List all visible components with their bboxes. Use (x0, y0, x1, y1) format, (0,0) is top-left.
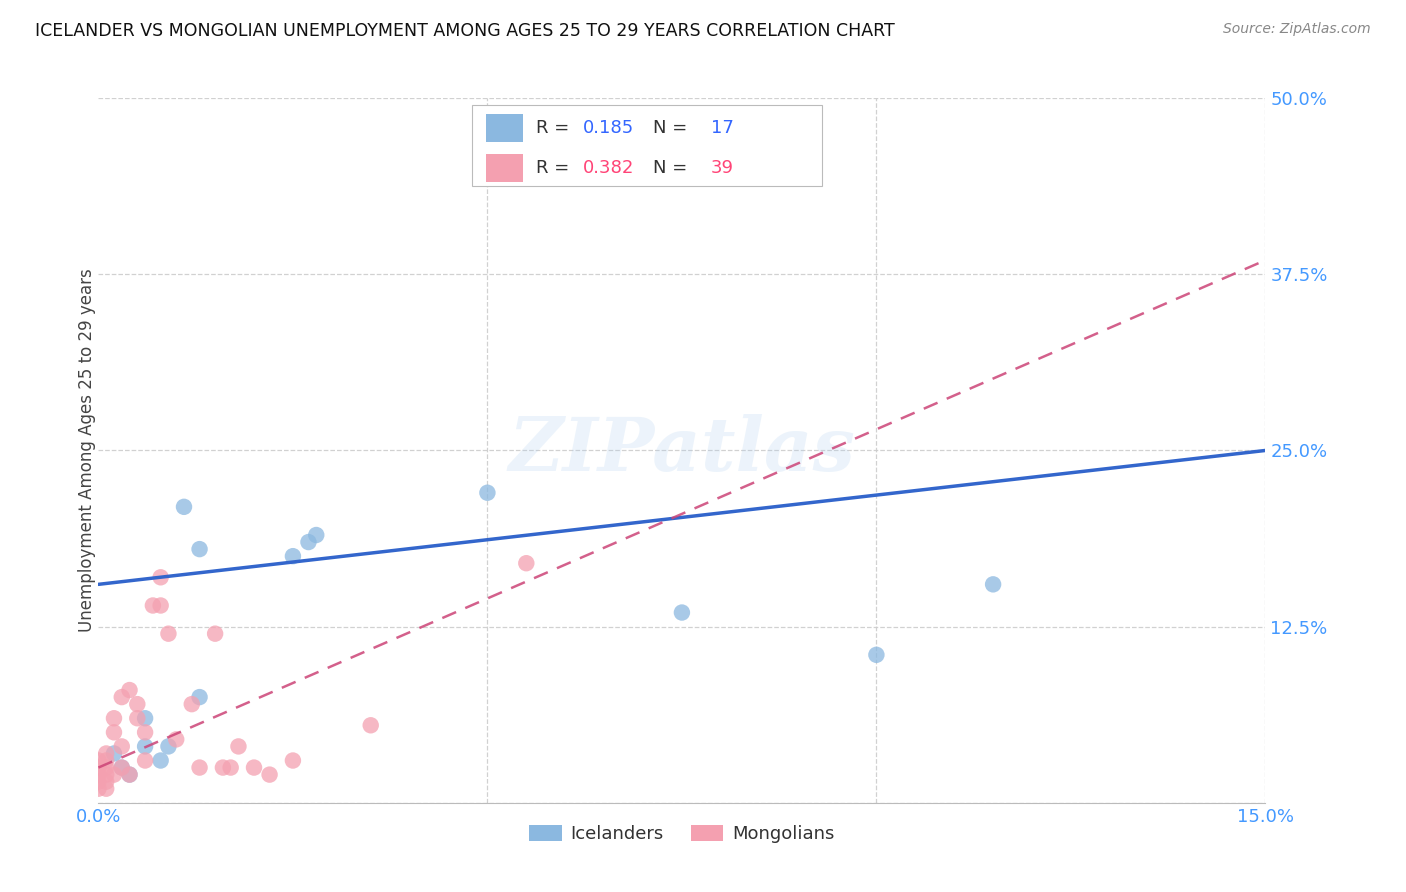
Text: 17: 17 (711, 119, 734, 136)
Point (173, 500, 195, 514)
Text: 0.382: 0.382 (582, 160, 634, 178)
Text: R =: R = (536, 119, 575, 136)
Point (127, 697, 149, 711)
Point (360, 718, 382, 732)
Point (142, 599, 165, 613)
Point (149, 570, 172, 584)
Point (165, 732, 187, 747)
Text: Source: ZipAtlas.com: Source: ZipAtlas.com (1223, 22, 1371, 37)
Point (103, 725, 125, 739)
Point (157, 739, 180, 754)
Point (103, 747, 125, 761)
Point (515, 556, 537, 570)
Point (87, 760, 110, 774)
Point (134, 725, 156, 739)
Point (96, 774, 118, 789)
Text: N =: N = (652, 160, 693, 178)
Point (87, 774, 110, 789)
Point (149, 599, 172, 613)
FancyBboxPatch shape (472, 105, 823, 186)
FancyBboxPatch shape (486, 114, 523, 142)
Point (96, 747, 118, 761)
Point (118, 683, 141, 698)
Point (297, 535, 319, 549)
Point (111, 690, 134, 705)
Point (111, 739, 134, 754)
Point (219, 760, 242, 774)
Point (865, 648, 887, 662)
Point (134, 739, 156, 754)
Point (87, 781, 110, 796)
Point (259, 767, 281, 781)
Point (281, 549, 304, 564)
Text: N =: N = (652, 119, 693, 136)
Text: 0.185: 0.185 (582, 119, 634, 136)
Point (96, 781, 118, 796)
Point (281, 754, 304, 768)
Point (118, 767, 141, 781)
Point (96, 754, 118, 768)
Point (111, 760, 134, 774)
Text: ZIPatlas: ZIPatlas (509, 414, 855, 487)
Point (134, 754, 156, 768)
Text: 39: 39 (711, 160, 734, 178)
Point (103, 767, 125, 781)
Point (96, 760, 118, 774)
Text: R =: R = (536, 160, 575, 178)
Point (204, 626, 226, 640)
Text: ICELANDER VS MONGOLIAN UNEMPLOYMENT AMONG AGES 25 TO 29 YEARS CORRELATION CHART: ICELANDER VS MONGOLIAN UNEMPLOYMENT AMON… (35, 22, 894, 40)
Point (118, 767, 141, 781)
Legend: Icelanders, Mongolians: Icelanders, Mongolians (522, 817, 842, 850)
Point (981, 577, 1004, 591)
Point (188, 690, 211, 705)
Point (111, 760, 134, 774)
Point (188, 542, 211, 557)
Point (228, 739, 250, 754)
Point (149, 754, 172, 768)
Y-axis label: Unemployment Among Ages 25 to 29 years: Unemployment Among Ages 25 to 29 years (79, 268, 96, 632)
Point (305, 528, 328, 542)
Point (103, 711, 125, 725)
Point (212, 760, 235, 774)
Point (87, 754, 110, 768)
Point (127, 711, 149, 725)
Point (180, 697, 202, 711)
Point (134, 711, 156, 725)
FancyBboxPatch shape (486, 154, 523, 183)
Point (671, 606, 693, 620)
Point (157, 626, 180, 640)
Point (87, 767, 110, 781)
Point (96, 767, 118, 781)
Point (188, 760, 211, 774)
Point (243, 760, 266, 774)
Point (477, 485, 499, 500)
